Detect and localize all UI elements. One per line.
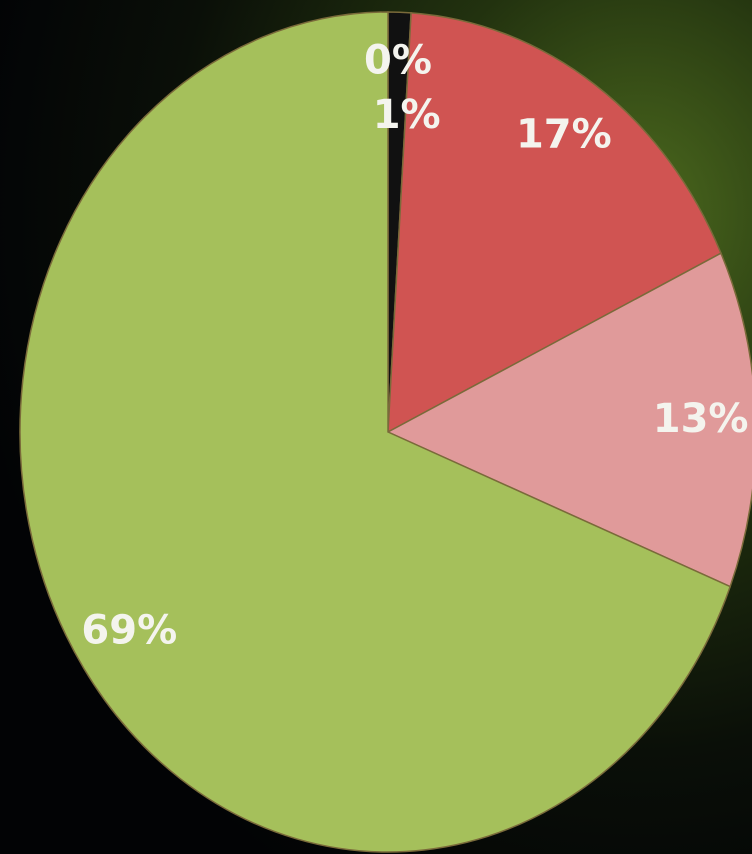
data-label: 17% [516, 112, 612, 158]
data-label: 0% [364, 37, 432, 83]
pie-slice [386, 252, 752, 588]
data-label: 13% [653, 396, 749, 442]
data-label: 69% [81, 608, 177, 654]
pie-slice [387, 12, 722, 434]
pie [19, 11, 752, 853]
data-labels: 0% 1% 17% 13% 69% [81, 37, 748, 653]
pie-slice [19, 11, 732, 853]
data-label: 1% [373, 92, 441, 138]
